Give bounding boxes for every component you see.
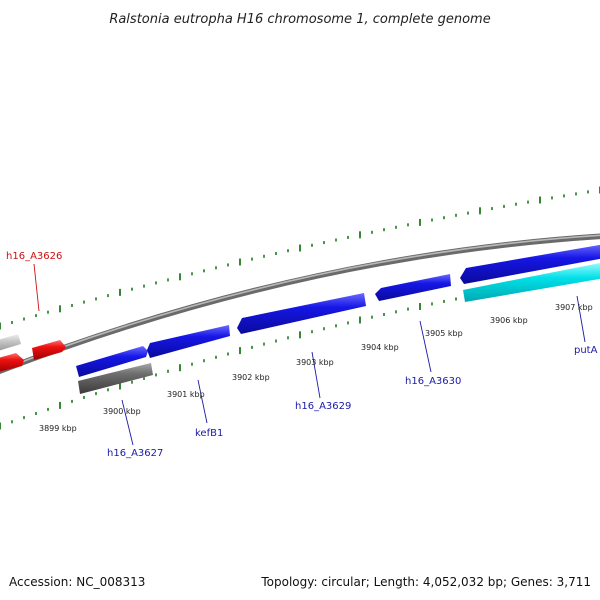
accession-text: Accession: NC_008313 bbox=[9, 575, 145, 589]
gene-label-kefB1: kefB1 bbox=[195, 428, 223, 439]
gene-arrow-h16-A3630 bbox=[375, 274, 451, 301]
scale-label: 3907 kbp bbox=[555, 303, 593, 312]
chromosome-backbone-highlight bbox=[0, 234, 600, 371]
scale-label: 3906 kbp bbox=[490, 316, 528, 325]
scale-label: 3902 kbp bbox=[232, 373, 270, 382]
map-title: Ralstonia eutropha H16 chromosome 1, com… bbox=[109, 12, 490, 27]
gene-arrow-h16-A3626 bbox=[32, 340, 66, 360]
gene-arrow-kefB1 bbox=[147, 325, 230, 358]
gene-arrow-h16-A3627 bbox=[76, 346, 148, 377]
scale-label: 3900 kbp bbox=[103, 407, 141, 416]
gene-arrow-light bbox=[0, 334, 21, 351]
gene-arrow-red-reverse bbox=[0, 353, 24, 372]
outer-tick-marks bbox=[0, 186, 600, 330]
chromosome-backbone bbox=[0, 233, 600, 375]
scale-label: 3905 kbp bbox=[425, 329, 463, 338]
gene-label-h16-A3626: h16_A3626 bbox=[6, 251, 62, 262]
leader-lines bbox=[33, 263, 586, 446]
gene-label-h16-A3629: h16_A3629 bbox=[295, 401, 351, 412]
gene-arrow-pseudo bbox=[78, 363, 153, 394]
gene-arrow-h16-A3629 bbox=[237, 293, 366, 334]
gene-arrow-putA bbox=[460, 244, 600, 284]
scale-label: 3903 kbp bbox=[296, 358, 334, 367]
gene-label-h16-A3630: h16_A3630 bbox=[405, 376, 461, 387]
scale-label: 3899 kbp bbox=[39, 424, 77, 433]
scale-label: 3901 kbp bbox=[167, 390, 205, 399]
genome-summary-text: Topology: circular; Length: 4,052,032 bp… bbox=[260, 575, 591, 589]
scale-label: 3904 kbp bbox=[361, 343, 399, 352]
gene-arrow-rna bbox=[463, 262, 600, 302]
scale-labels: 3899 kbp 3900 kbp 3901 kbp 3902 kbp 3903… bbox=[39, 303, 593, 433]
gene-labels: h16_A3626 h16_A3627 kefB1 h16_A3629 h16_… bbox=[6, 251, 598, 459]
gene-label-putA: putA bbox=[574, 345, 598, 356]
gene-label-h16-A3627: h16_A3627 bbox=[107, 448, 163, 459]
